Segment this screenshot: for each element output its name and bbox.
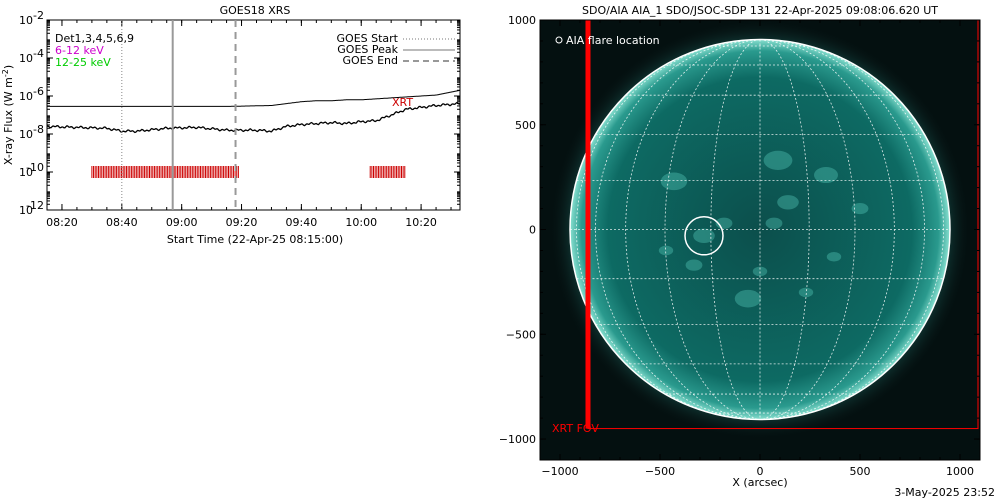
aia-x-tick-label: 1000	[946, 465, 974, 478]
active-region	[826, 251, 842, 262]
aia-y-tick-label: 0	[529, 224, 536, 237]
aia-chart-title: SDO/AIA AIA_1 SDO/JSOC-SDP 131 22-Apr-20…	[582, 4, 938, 17]
x-tick-label: 08:40	[106, 216, 138, 229]
top-left-label-2: 12-25 keV	[55, 56, 111, 69]
goes-x-axis-label: Start Time (22-Apr-25 08:15:00)	[167, 233, 343, 246]
aia-x-tick-label: −500	[645, 465, 675, 478]
aia-y-tick-label: −500	[506, 328, 536, 341]
active-region	[851, 202, 869, 215]
longitude-line	[759, 39, 944, 420]
goes-series-group	[46, 89, 461, 134]
y-tick-label: 10	[19, 166, 33, 179]
y-tick-label: 10	[19, 14, 33, 27]
xrt-label: XRT	[392, 96, 413, 109]
x-tick-label: 09:20	[226, 216, 258, 229]
aia-image-panel: SDO/AIA AIA_1 SDO/JSOC-SDP 131 22-Apr-20…	[500, 4, 995, 499]
x-tick-label: 10:20	[405, 216, 437, 229]
longitude-line	[759, 39, 925, 420]
xrt-observation-marks	[91, 166, 406, 178]
goes-y-axis-label: X-ray Flux (W m-2)	[1, 65, 15, 165]
aia-axis-ticks: −1000 −500 0 500 1000 −1000 −500 0 500 1000	[500, 14, 980, 478]
y-tick-label: 10	[19, 128, 33, 141]
y-tick-label-exp: -8	[33, 123, 44, 136]
x-tick-label: 08:20	[46, 216, 78, 229]
flare-legend-label: AIA flare location	[566, 34, 660, 47]
active-region	[814, 167, 838, 184]
active-region	[685, 259, 703, 271]
sun-limb	[569, 38, 951, 421]
active-regions	[658, 150, 869, 308]
active-region	[763, 150, 793, 170]
x-tick-label: 09:40	[286, 216, 318, 229]
y-tick-label-exp: -12	[26, 199, 44, 212]
xrt-fov-label: XRT FOV	[552, 422, 599, 435]
aia-x-tick-label: −1000	[541, 465, 578, 478]
longitude-line	[595, 39, 761, 420]
aia-x-tick-label: 500	[850, 465, 871, 478]
longitude-line	[759, 39, 895, 420]
longitude-line	[759, 39, 810, 420]
goes-xrs-chart: GOES18 XRS 10-210-410-610 -810-1010-1208:…	[1, 4, 461, 246]
aia-image-content	[551, 20, 969, 439]
legend-label-peak: GOES Peak	[337, 43, 398, 56]
flare-location-circle	[684, 216, 724, 256]
legend-label-start: GOES Start	[337, 32, 399, 45]
aia-x-axis-label: X (arcsec)	[732, 476, 787, 489]
active-region	[660, 172, 688, 191]
active-region	[693, 228, 715, 244]
longitude-line	[625, 39, 761, 420]
y-tick-label-exp: -4	[33, 47, 44, 60]
legend-label-end: GOES End	[342, 54, 398, 67]
goes-plot-frame	[46, 19, 461, 211]
x-tick-label: 10:00	[345, 216, 377, 229]
top-left-label-0: Det1,3,4,5,6,9	[55, 32, 134, 45]
y-tick-label-exp: -6	[33, 85, 44, 98]
longitude-line	[576, 39, 761, 420]
flare-legend-symbol	[555, 36, 563, 44]
goes-y-axis-label-sup: -2	[1, 69, 10, 77]
active-region	[777, 195, 799, 210]
active-region	[752, 266, 768, 277]
aia-y-tick-label: 500	[515, 119, 536, 132]
active-region	[734, 289, 762, 308]
goes-series-line	[47, 89, 461, 107]
top-left-label-1: 6-12 keV	[55, 44, 104, 57]
footer-timestamp: 3-May-2025 23:52	[894, 486, 995, 499]
goes-chart-title: GOES18 XRS	[220, 4, 291, 17]
y-tick-label: 10	[19, 204, 33, 217]
x-tick-label: 09:00	[166, 216, 198, 229]
y-tick-label: 10	[19, 90, 33, 103]
goes-event-lines	[121, 20, 237, 210]
active-region	[658, 245, 674, 256]
y-tick-label: 10	[19, 52, 33, 65]
y-tick-label-exp: -10	[26, 161, 44, 174]
active-region	[798, 287, 814, 298]
goes-series-line	[46, 101, 461, 134]
aia-x-tick-label: 0	[757, 465, 764, 478]
longitude-line	[759, 39, 856, 420]
aia-y-tick-label: 1000	[508, 14, 536, 27]
y-tick-label-exp: -2	[33, 9, 44, 22]
heliographic-grid	[570, 39, 950, 420]
longitude-line	[710, 39, 761, 420]
active-region	[765, 217, 783, 229]
goes-y-axis-label-close: )	[2, 65, 15, 69]
longitude-line	[664, 39, 761, 420]
goes-legend: GOES Start GOES Peak GOES End	[337, 32, 455, 67]
goes-y-axis-label-main: X-ray Flux (W m	[2, 77, 15, 165]
aia-y-tick-label: −1000	[500, 433, 536, 446]
